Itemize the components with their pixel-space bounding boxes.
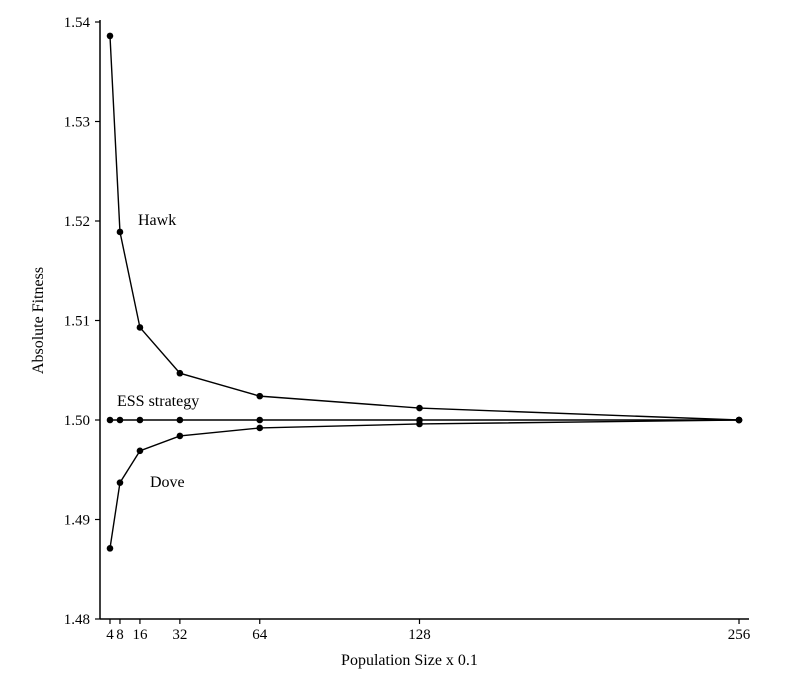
series-line-dove [109,419,740,549]
x-tick-label: 8 [116,627,124,643]
x-tick-label: 32 [172,627,187,643]
data-point-ess-strategy [136,416,144,424]
data-point-hawk [416,404,423,412]
data-point-dove [416,420,423,428]
data-point-hawk [116,228,124,236]
data-point-dove [256,424,264,432]
x-tick-label: 4 [106,627,114,643]
y-tick-label: 1.52 [64,214,90,230]
y-tick-label: 1.54 [64,15,91,31]
series-points [106,32,743,552]
series-label-ess-strategy: ESS strategy [117,393,199,410]
data-point-ess-strategy [106,416,114,424]
y-axis-label: Absolute Fitness [30,267,47,374]
series-lines [109,35,740,549]
series-label-dove: Dove [150,474,185,491]
data-point-hawk [256,392,264,400]
y-tick-label: 1.51 [64,314,90,330]
x-tick-label: 256 [728,627,751,643]
data-point-ess-strategy [176,416,184,424]
y-tick-label: 1.49 [64,513,90,529]
y-tick-label: 1.53 [64,115,90,131]
y-tick-label: 1.48 [64,612,90,628]
y-ticks: 1.48 1.49 1.50 1.51 1.52 1.53 1.54 [64,15,100,628]
data-point-hawk [106,32,114,40]
data-point-dove [106,545,114,552]
x-tick-label: 64 [252,627,268,643]
data-point-dove [136,447,144,455]
y-tick-label: 1.50 [64,413,90,429]
x-tick-label: 16 [132,627,148,643]
data-point-dove [176,432,184,440]
data-point-hawk [136,324,144,331]
data-point-hawk [176,369,184,377]
series-line-hawk [109,35,740,421]
data-point-ess-strategy [256,416,264,424]
data-point-dove [116,479,124,486]
x-axis-label: Population Size x 0.1 [341,652,478,669]
x-tick-label: 128 [408,627,431,643]
x-ticks: 4 8 16 32 64 128 256 [106,619,751,643]
data-point-ess-strategy [116,416,124,424]
series-label-hawk: Hawk [138,212,176,229]
data-point-dove [735,416,743,424]
